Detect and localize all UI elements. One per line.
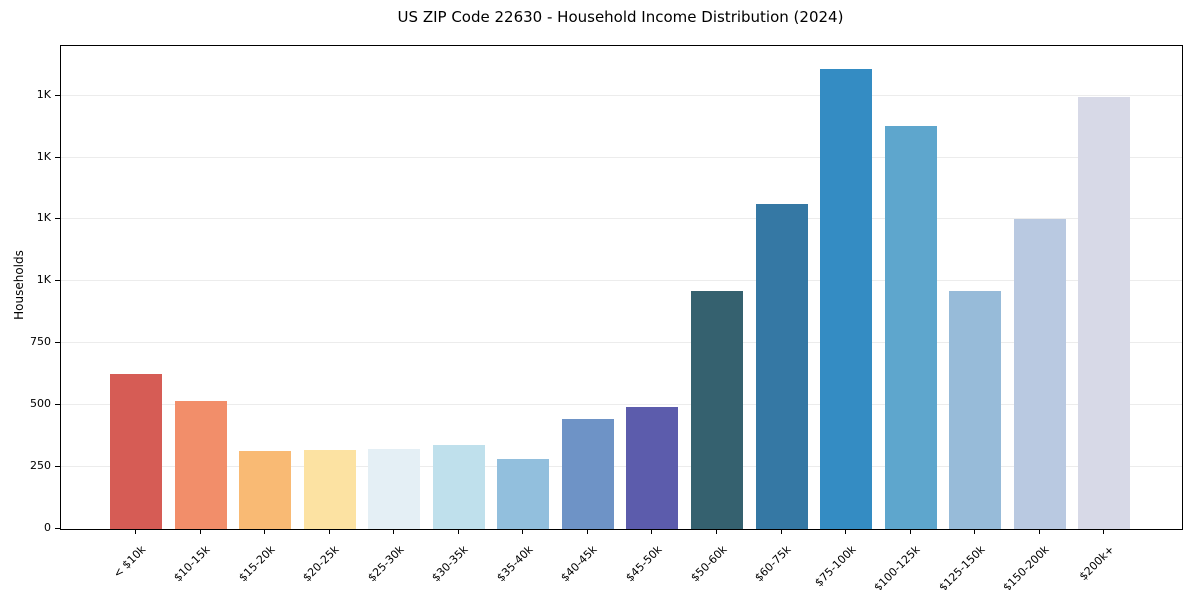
y-tick-mark bbox=[55, 156, 60, 158]
x-tick-mark bbox=[586, 529, 588, 534]
bar bbox=[1078, 97, 1131, 529]
bar bbox=[626, 406, 679, 529]
y-tick-label: 750 bbox=[30, 335, 51, 349]
bar bbox=[368, 449, 421, 529]
x-tick-mark bbox=[1038, 529, 1040, 534]
y-tick-mark bbox=[55, 404, 60, 406]
x-tick-mark bbox=[715, 529, 717, 534]
bar bbox=[561, 419, 614, 529]
x-tick-mark bbox=[974, 529, 976, 534]
x-tick-mark bbox=[328, 529, 330, 534]
bar bbox=[497, 458, 550, 529]
bar bbox=[949, 290, 1002, 529]
y-tick-label: 1K bbox=[36, 273, 51, 287]
x-tick-mark bbox=[522, 529, 524, 534]
y-tick-mark bbox=[55, 94, 60, 96]
gridline bbox=[61, 342, 1182, 344]
bar bbox=[1013, 218, 1066, 529]
x-tick-mark bbox=[199, 529, 201, 534]
gridline bbox=[61, 466, 1182, 468]
bar bbox=[690, 290, 743, 529]
x-tick-label-text: $200k+ bbox=[1076, 543, 1117, 584]
x-tick-mark bbox=[457, 529, 459, 534]
gridline bbox=[61, 156, 1182, 158]
bar bbox=[174, 401, 227, 529]
bar bbox=[820, 69, 872, 529]
x-tick-mark bbox=[264, 529, 266, 534]
y-tick-mark bbox=[55, 218, 60, 220]
bar bbox=[303, 449, 356, 529]
y-tick-label: 250 bbox=[30, 459, 51, 473]
x-tick-mark bbox=[651, 529, 653, 534]
y-tick-mark bbox=[55, 466, 60, 468]
y-tick-label: 1K bbox=[36, 149, 51, 163]
y-tick-mark bbox=[55, 342, 60, 344]
gridline bbox=[61, 218, 1182, 220]
x-tick-mark bbox=[780, 529, 782, 534]
gridline bbox=[61, 280, 1182, 282]
gridline bbox=[61, 94, 1182, 96]
x-tick-mark bbox=[909, 529, 911, 534]
bar bbox=[884, 125, 937, 529]
chart-title: US ZIP Code 22630 - Household Income Dis… bbox=[397, 8, 844, 26]
bar bbox=[755, 203, 808, 529]
x-tick-mark bbox=[1103, 529, 1105, 534]
bar bbox=[432, 445, 485, 529]
y-tick-mark bbox=[55, 528, 60, 529]
x-tick-mark bbox=[845, 529, 846, 534]
plot-area bbox=[60, 45, 1183, 530]
y-tick-label: 1K bbox=[36, 87, 51, 101]
y-tick-mark bbox=[55, 280, 60, 282]
bar bbox=[110, 373, 162, 529]
x-tick-mark bbox=[135, 529, 136, 534]
bar bbox=[239, 450, 292, 529]
y-tick-label: 500 bbox=[30, 397, 51, 411]
y-tick-label: 1K bbox=[36, 211, 51, 225]
gridline bbox=[61, 404, 1182, 406]
x-tick-label: $200k+ bbox=[957, 538, 1116, 583]
x-tick-mark bbox=[393, 529, 395, 534]
y-tick-label: 0 bbox=[44, 521, 51, 534]
